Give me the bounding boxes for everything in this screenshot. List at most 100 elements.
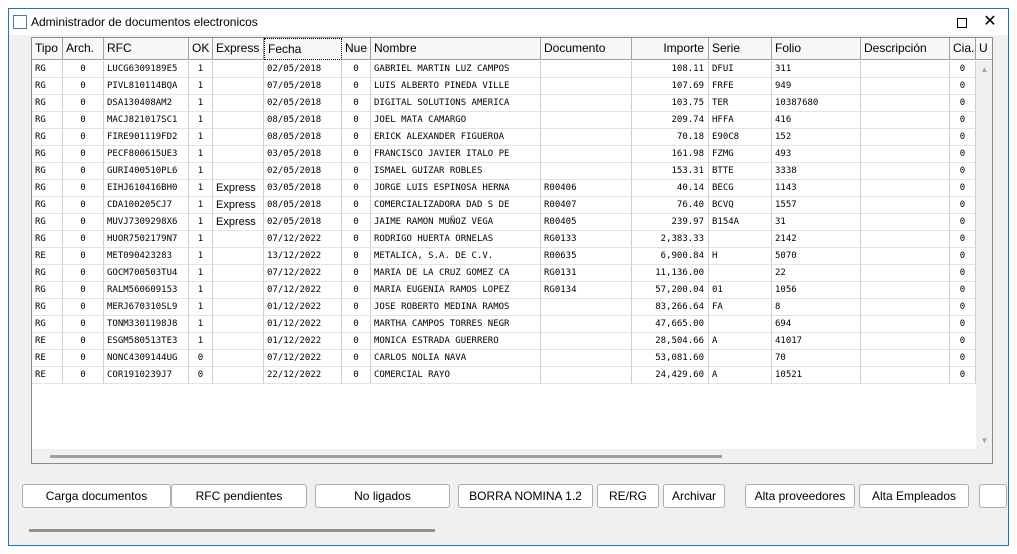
table-row[interactable]: RG 0 MUVJ7309298X6 1 Express 02/05/2018 0 JAIME… <box>32 214 976 231</box>
table-row[interactable]: RE 0 ESGM580513TE3 1 01/12/2022 0 MONICA ESTRA… <box>32 333 976 350</box>
cell-rfc: PECF800615UE3 <box>104 146 189 163</box>
column-header-descripcion[interactable]: Descripción <box>861 38 950 60</box>
cell-folio: 31 <box>772 214 861 231</box>
cell-cia: 0 <box>950 180 976 197</box>
re-rg-button[interactable]: RE/RG <box>597 484 659 508</box>
vertical-scrollbar[interactable]: ▲ ▼ <box>976 61 992 449</box>
cell-express <box>213 333 264 350</box>
cell-rfc: MACJ821017SC1 <box>104 112 189 129</box>
cell-descripcion <box>861 146 950 163</box>
column-header-tipo[interactable]: Tipo <box>32 38 63 60</box>
cell-rfc: EIHJ610416BH0 <box>104 180 189 197</box>
cell-ok: 1 <box>189 61 213 78</box>
cell-nue: 0 <box>342 299 371 316</box>
more-button[interactable] <box>979 484 1007 508</box>
table-row[interactable]: RG 0 TONM3301198J8 1 01/12/2022 0 MARTHA CAMPO… <box>32 316 976 333</box>
rfc-pendientes-button[interactable]: RFC pendientes <box>171 484 307 508</box>
table-row[interactable]: RG 0 FIRE901119FD2 1 08/05/2018 0 ERICK ALEXAN… <box>32 129 976 146</box>
column-header-u[interactable]: U <box>976 38 992 60</box>
table-row[interactable]: RG 0 DSA130408AM2 1 02/05/2018 0 DIGITAL SOLUT… <box>32 95 976 112</box>
cell-fecha: 01/12/2022 <box>264 316 342 333</box>
alta-proveedores-button[interactable]: Alta proveedores <box>745 484 855 508</box>
column-header-nombre[interactable]: Nombre <box>371 38 541 60</box>
scroll-down-icon[interactable]: ▼ <box>980 436 989 445</box>
cell-tipo: RE <box>32 367 63 384</box>
table-row[interactable]: RG 0 MACJ821017SC1 1 08/05/2018 0 JOEL MATA CA… <box>32 112 976 129</box>
table-row[interactable]: RG 0 CDA100205CJ7 1 Express 08/05/2018 0 COMERC… <box>32 197 976 214</box>
cell-documento <box>541 350 632 367</box>
column-header-fecha[interactable]: Fecha <box>264 38 342 60</box>
column-header-documento[interactable]: Documento <box>541 38 632 60</box>
cell-cia: 0 <box>950 265 976 282</box>
cell-tipo: RG <box>32 197 63 214</box>
cell-tipo: RG <box>32 146 63 163</box>
cell-nombre: METALICA, S.A. DE C.V. <box>371 248 541 265</box>
horizontal-scrollbar[interactable] <box>32 449 976 463</box>
column-header-folio[interactable]: Folio <box>772 38 861 60</box>
cell-express <box>213 78 264 95</box>
cell-nue: 0 <box>342 214 371 231</box>
cell-tipo: RG <box>32 265 63 282</box>
column-header-nue[interactable]: Nue <box>342 38 371 60</box>
no-ligados-button[interactable]: No ligados <box>315 484 450 508</box>
window-horizontal-scrollbar[interactable] <box>29 529 969 533</box>
cell-importe: 107.69 <box>632 78 709 95</box>
cell-arch: 0 <box>63 265 104 282</box>
table-row[interactable]: RE 0 COR1910239J7 0 22/12/2022 0 COMERCIAL RAY… <box>32 367 976 384</box>
cell-importe: 76.40 <box>632 197 709 214</box>
cell-nombre: COMERCIAL RAYO <box>371 367 541 384</box>
cell-nombre: JAIME RAMON MUÑOZ VEGA <box>371 214 541 231</box>
table-row[interactable]: RG 0 PIVL810114BQA 1 07/05/2018 0 LUIS ALBERTO… <box>32 78 976 95</box>
table-row[interactable]: RG 0 GURI400510PL6 1 02/05/2018 0 ISMAEL GUIZA… <box>32 163 976 180</box>
cell-documento <box>541 146 632 163</box>
archivar-button[interactable]: Archivar <box>663 484 725 508</box>
table-row[interactable]: RG 0 LUCG6309189E5 1 02/05/2018 0 GABRIEL MART… <box>32 61 976 78</box>
column-header-arch[interactable]: Arch. <box>63 38 104 60</box>
maximize-button[interactable] <box>949 12 975 32</box>
horizontal-scroll-thumb[interactable] <box>50 455 722 458</box>
cell-nombre: CARLOS NOLIA NAVA <box>371 350 541 367</box>
close-button[interactable]: ✕ <box>983 13 997 30</box>
cell-express <box>213 350 264 367</box>
cell-documento: RG0134 <box>541 282 632 299</box>
cell-documento: R00635 <box>541 248 632 265</box>
cell-ok: 1 <box>189 316 213 333</box>
borra-nomina-button[interactable]: BORRA NOMINA 1.2 <box>458 484 593 508</box>
cell-documento <box>541 333 632 350</box>
cell-cia: 0 <box>950 282 976 299</box>
cell-nombre: JOEL MATA CAMARGO <box>371 112 541 129</box>
table-row[interactable]: RE 0 MET090423283 1 13/12/2022 0 METALICA, S.A… <box>32 248 976 265</box>
window-scroll-thumb[interactable] <box>29 529 435 532</box>
column-header-importe[interactable]: Importe <box>632 38 709 60</box>
column-header-ok[interactable]: OK <box>189 38 213 60</box>
cell-nombre: MARIA EUGENIA RAMOS LOPEZ <box>371 282 541 299</box>
cell-express <box>213 299 264 316</box>
cell-importe: 11,136.00 <box>632 265 709 282</box>
cell-cia: 0 <box>950 316 976 333</box>
table-row[interactable]: RE 0 NONC4309144UG 0 07/12/2022 0 CARLOS NOLIA… <box>32 350 976 367</box>
scroll-up-icon[interactable]: ▲ <box>980 65 989 74</box>
cell-documento <box>541 163 632 180</box>
table-row[interactable]: RG 0 PECF800615UE3 1 03/05/2018 0 FRANCISCO JA… <box>32 146 976 163</box>
cell-rfc: GURI400510PL6 <box>104 163 189 180</box>
cell-ok: 1 <box>189 129 213 146</box>
table-row[interactable]: RG 0 GOCM700503TU4 1 07/12/2022 0 MARIA DE LA … <box>32 265 976 282</box>
column-header-serie[interactable]: Serie <box>709 38 772 60</box>
cell-folio: 1557 <box>772 197 861 214</box>
table-row[interactable]: RG 0 EIHJ610416BH0 1 Express 03/05/2018 0 JORGE… <box>32 180 976 197</box>
column-header-cia[interactable]: Cia. <box>950 38 976 60</box>
table-row[interactable]: RG 0 HUOR7502179N7 1 07/12/2022 0 RODRIGO HUER… <box>32 231 976 248</box>
carga-documentos-button[interactable]: Carga documentos <box>22 484 171 508</box>
cell-fecha: 07/12/2022 <box>264 265 342 282</box>
cell-folio: 22 <box>772 265 861 282</box>
column-header-rfc[interactable]: RFC <box>104 38 189 60</box>
column-header-express[interactable]: Express <box>213 38 264 60</box>
table-row[interactable]: RG 0 MERJ670310SL9 1 01/12/2022 0 JOSE ROBERTO… <box>32 299 976 316</box>
cell-documento <box>541 61 632 78</box>
table-row[interactable]: RG 0 RALM560609153 1 07/12/2022 0 MARIA EUGENI… <box>32 282 976 299</box>
cell-tipo: RG <box>32 78 63 95</box>
cell-ok: 1 <box>189 231 213 248</box>
alta-empleados-button[interactable]: Alta Empleados <box>859 484 969 508</box>
cell-nue: 0 <box>342 316 371 333</box>
cell-serie: BCVQ <box>709 197 772 214</box>
